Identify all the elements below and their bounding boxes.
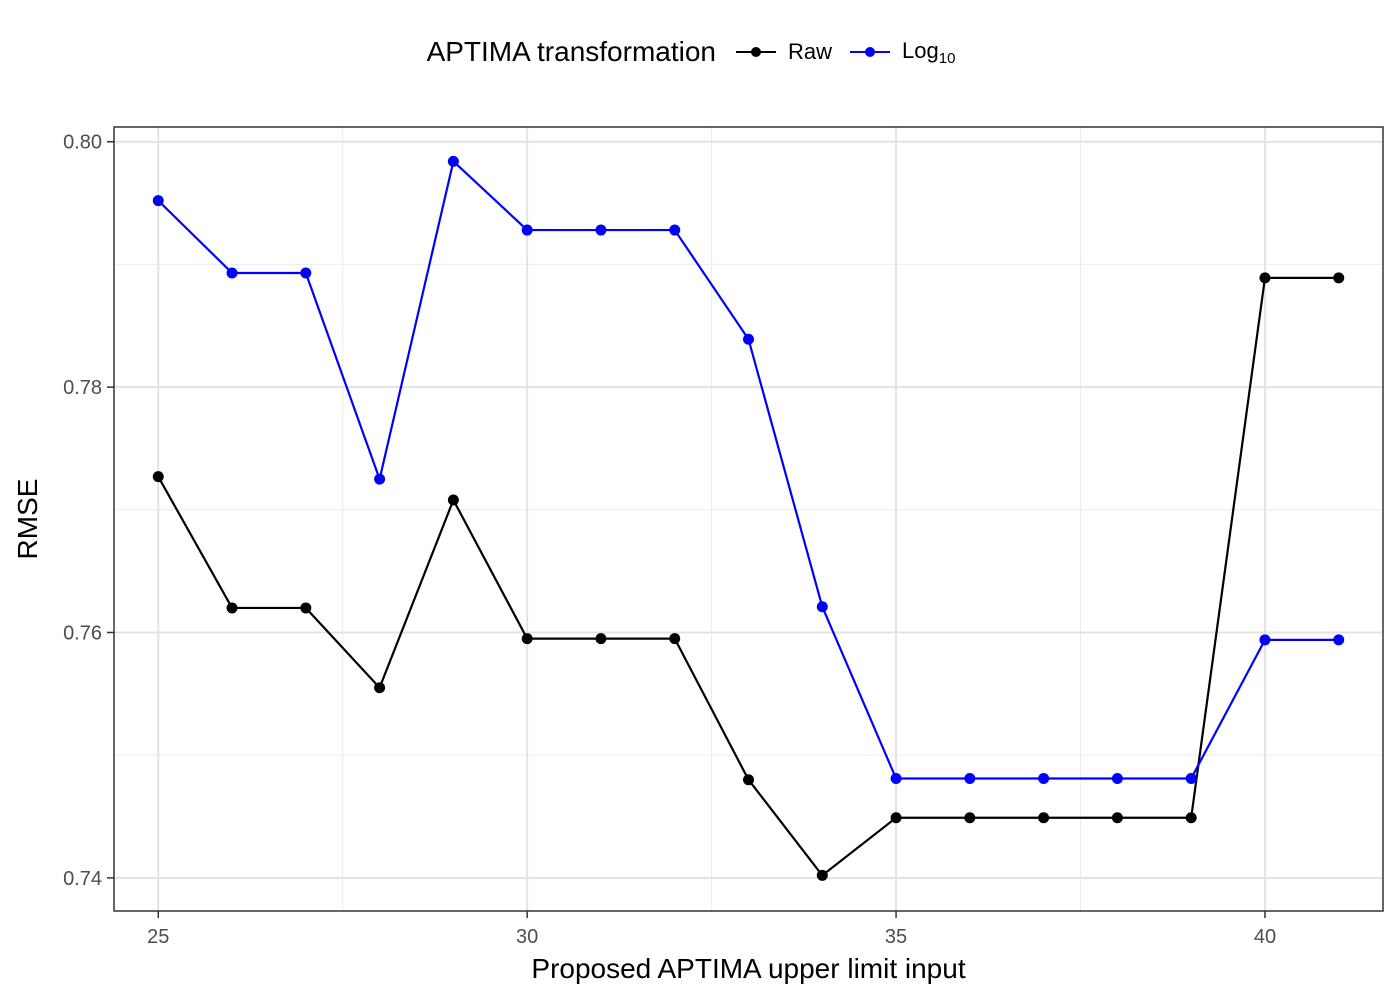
- data-point-log10: [152, 195, 164, 207]
- data-point-raw: [743, 774, 754, 786]
- data-point-log10: [1333, 634, 1345, 646]
- series-group: [152, 155, 1345, 881]
- legend-label-log10-base: Log: [902, 37, 939, 63]
- data-point-raw: [152, 471, 164, 483]
- data-point-raw: [1038, 812, 1050, 824]
- legend-item-log10: Log10: [850, 38, 955, 67]
- x-tick-label: 25: [147, 926, 169, 948]
- data-point-raw: [447, 494, 459, 506]
- y-axis-title: RMSE: [12, 479, 43, 560]
- data-point-raw: [374, 682, 386, 694]
- data-point-raw: [816, 869, 828, 881]
- axis-ticks: 25 30 35 40 0.74 0.76 0.78 0.80: [63, 132, 1276, 948]
- grid-lines: [114, 127, 1383, 911]
- data-point-log10: [374, 473, 386, 485]
- data-point-raw: [521, 633, 533, 645]
- data-point-log10: [1111, 772, 1123, 784]
- data-point-raw: [1111, 812, 1123, 824]
- y-tick-label: 0.74: [63, 868, 102, 890]
- data-point-raw: [595, 633, 607, 645]
- data-point-log10: [743, 333, 754, 345]
- legend-title: APTIMA transformation: [426, 36, 716, 67]
- x-tick-label: 35: [885, 926, 907, 948]
- data-point-raw: [964, 812, 976, 824]
- legend-label-raw: Raw: [788, 39, 833, 64]
- series-line-raw: [157, 276, 1339, 877]
- data-point-log10: [447, 155, 459, 167]
- legend-item-raw: Raw: [736, 39, 832, 65]
- data-point-log10: [1038, 772, 1050, 784]
- y-tick-label: 0.76: [63, 622, 102, 644]
- x-axis-title: Proposed APTIMA upper limit input: [531, 953, 965, 984]
- data-point-log10: [300, 267, 312, 279]
- data-point-log10: [816, 601, 828, 613]
- data-point-raw: [890, 812, 902, 824]
- data-point-raw: [1185, 812, 1197, 824]
- data-point-raw: [1259, 272, 1271, 284]
- data-point-log10: [595, 224, 607, 236]
- legend-key-log10-icon: [850, 47, 891, 57]
- plot-panel-border: [113, 126, 1384, 912]
- legend: APTIMA transformation Raw Log10: [0, 36, 1400, 68]
- legend-label-log10-subscript: 10: [938, 49, 956, 67]
- data-point-log10: [669, 224, 681, 236]
- legend-key-raw-icon: [736, 47, 776, 57]
- data-point-log10: [1185, 772, 1197, 784]
- data-point-raw: [300, 602, 312, 614]
- data-point-log10: [964, 772, 976, 784]
- y-tick-label: 0.80: [63, 132, 102, 154]
- x-tick-label: 40: [1254, 926, 1276, 948]
- legend-label-log10: Log10: [902, 38, 955, 67]
- data-point-raw: [1333, 272, 1345, 284]
- series-line-log10: [157, 160, 1339, 780]
- data-point-log10: [521, 224, 533, 236]
- y-tick-label: 0.78: [63, 377, 102, 399]
- x-tick-label: 30: [516, 926, 538, 948]
- data-point-raw: [669, 633, 681, 645]
- data-point-log10: [226, 267, 238, 279]
- data-point-log10: [1259, 634, 1271, 646]
- data-point-raw: [226, 602, 238, 614]
- data-point-log10: [890, 772, 902, 784]
